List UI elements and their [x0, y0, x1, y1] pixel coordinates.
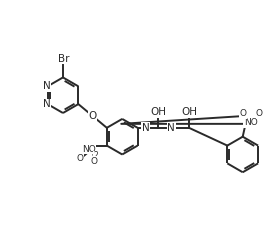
Text: N: N — [142, 123, 149, 133]
Text: Br: Br — [58, 54, 70, 64]
Text: O: O — [88, 111, 97, 121]
Text: OH: OH — [150, 107, 166, 117]
Text: NO: NO — [82, 145, 96, 154]
Text: O: O — [77, 154, 84, 163]
Text: N: N — [43, 81, 50, 91]
Text: N: N — [43, 99, 50, 109]
Text: 2: 2 — [93, 151, 98, 160]
Text: OH: OH — [181, 107, 197, 117]
Text: O: O — [239, 110, 246, 119]
Text: NO: NO — [244, 118, 258, 127]
Text: N: N — [167, 123, 175, 133]
Text: O: O — [256, 110, 263, 119]
Text: O: O — [90, 157, 97, 166]
